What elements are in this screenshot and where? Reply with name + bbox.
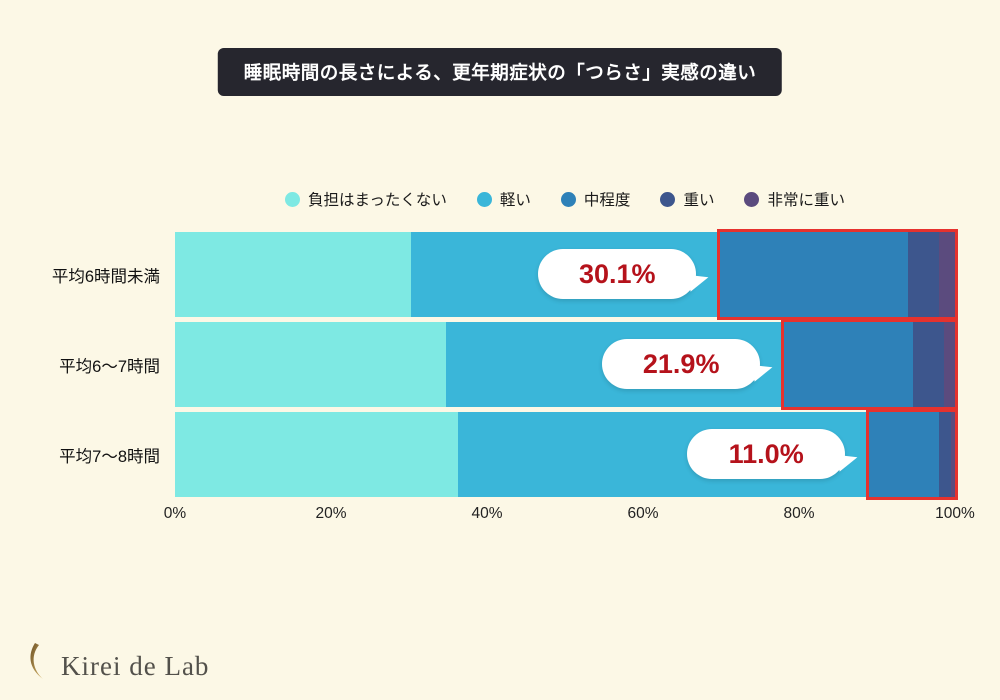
category-label: 平均6〜7時間 (59, 357, 160, 376)
highlight-box (717, 229, 958, 320)
highlight-box (866, 409, 958, 500)
x-axis: 0% 20% 40% 60% 80% 100% (0, 505, 1000, 529)
crescent-leaf-icon (26, 642, 52, 680)
legend: 負担はまったくない 軽い 中程度 重い 非常に重い (175, 188, 955, 210)
plot-area: 平均6時間未満平均6〜7時間 平均7〜8時間 30.1% 21.9% 11.0% (0, 229, 1000, 502)
legend-label: 重い (683, 192, 715, 209)
highlight-bubble: 11.0% (687, 429, 846, 479)
highlight-bubble: 30.1% (538, 249, 697, 299)
legend-dot (476, 191, 492, 207)
bar-segment (720, 232, 909, 317)
legend-dot (660, 191, 676, 207)
bar-segment (939, 232, 955, 317)
x-axis-tick: 20% (315, 505, 347, 522)
bar-segment (869, 412, 940, 497)
bar-segment (939, 412, 952, 497)
brand-logo-text: Kirei de Lab (61, 651, 210, 681)
x-axis-tick: 60% (627, 505, 659, 522)
bar-segment (175, 232, 412, 317)
x-axis-tick: 40% (471, 505, 503, 522)
bar-segment (951, 412, 955, 497)
legend-dot (285, 191, 301, 207)
bar-segment (908, 232, 940, 317)
highlight-bubble: 21.9% (602, 339, 761, 389)
legend-item: 非常に重い (744, 188, 845, 210)
legend-item: 軽い (476, 188, 531, 210)
category-label: 平均6時間未満 (51, 267, 160, 286)
legend-label: 非常に重い (767, 192, 845, 209)
category-label: 平均7〜8時間 (59, 447, 160, 466)
legend-dot (744, 191, 760, 207)
x-axis-tick: 80% (783, 505, 815, 522)
bar-row (175, 412, 955, 497)
bar-segment (944, 322, 955, 407)
x-axis-tick: 0% (163, 505, 187, 522)
highlight-box (781, 319, 958, 410)
x-axis-tick: 100% (935, 505, 975, 522)
legend-label: 中程度 (583, 192, 631, 209)
bar-segment (784, 322, 913, 407)
legend-label: 軽い (499, 192, 531, 209)
bar-segment (175, 412, 459, 497)
bar-segment (175, 322, 446, 407)
legend-item: 負担はまったくない (285, 188, 447, 210)
chart-title: 睡眠時間の長さによる、更年期症状の「つらさ」実感の違い (217, 48, 783, 96)
legend-label: 負担はまったくない (308, 192, 447, 209)
legend-item: 重い (660, 188, 714, 210)
legend-item: 中程度 (560, 188, 631, 210)
legend-dot (560, 191, 576, 207)
bar-segment (912, 322, 945, 407)
brand-logo: Kirei de Lab (26, 642, 209, 680)
